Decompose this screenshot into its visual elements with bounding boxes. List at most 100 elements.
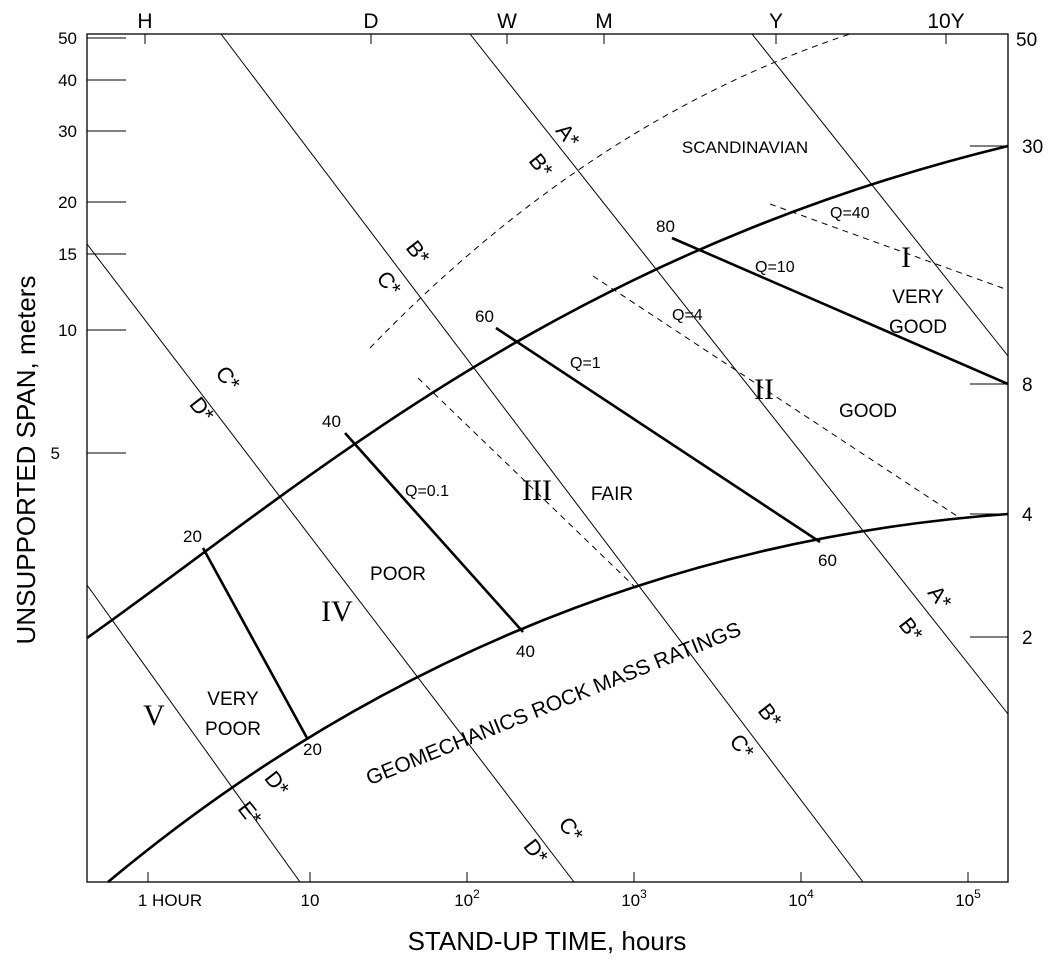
left-tick-label: 30 xyxy=(58,122,77,141)
top-axis-labels: H D W M Y 10Y xyxy=(137,10,964,33)
diagonal-label: C* xyxy=(725,729,760,764)
diagonal-line xyxy=(86,243,575,883)
diagonal-label: D* xyxy=(519,834,554,869)
scandinavian-label: SCANDINAVIAN xyxy=(682,138,808,157)
class-numeral: I xyxy=(901,241,911,274)
bottom-tick-base: 10 xyxy=(955,891,974,910)
diagonal-label: B* xyxy=(753,699,787,733)
right-tick-label: 4 xyxy=(1022,505,1033,526)
diagonal-label: C* xyxy=(554,812,589,847)
diagonal-line xyxy=(469,33,1009,715)
left-tick-label: 5 xyxy=(51,444,60,463)
diagonal-label: E* xyxy=(233,797,267,831)
diagonal-label: A* xyxy=(923,581,957,615)
top-tick-label: H xyxy=(137,10,152,33)
right-tick-label: 50 xyxy=(1016,30,1037,51)
lower-rmr-curve xyxy=(107,512,1009,883)
diagonal-label: B* xyxy=(524,149,558,183)
top-axis xyxy=(144,34,947,44)
bottom-tick-base: 10 xyxy=(621,891,640,910)
rmr-value-labels: 80 60 40 20 60 40 20 xyxy=(183,217,837,759)
dashed-boundary-line xyxy=(417,377,639,591)
rmr-value-label: 20 xyxy=(303,740,322,759)
left-tick-label: 40 xyxy=(58,71,77,90)
class-label: FAIR xyxy=(591,484,633,505)
left-tick-label: 15 xyxy=(58,245,77,264)
geomechanics-curve-label: GEOMECHANICS ROCK MASS RATINGS xyxy=(363,618,745,790)
diagonal-label: B* xyxy=(894,613,928,647)
right-tick-label: 2 xyxy=(1022,628,1033,649)
left-axis xyxy=(87,37,126,454)
q-value-label: Q=40 xyxy=(830,205,870,222)
right-axis-labels: 50 30 8 4 2 xyxy=(1016,30,1043,649)
q-value-label: Q=0.1 xyxy=(405,483,449,500)
diagonal-label: C* xyxy=(372,266,407,301)
class-numerals: I II III IV V xyxy=(143,241,911,732)
class-label: GOOD xyxy=(889,317,947,338)
top-tick-label: 10Y xyxy=(927,10,964,33)
bottom-tick-label: 105 xyxy=(955,887,981,910)
rmr-value-label: 40 xyxy=(322,412,341,431)
left-axis-labels: 50 40 30 20 15 10 5 xyxy=(51,29,77,463)
bottom-tick-exponent: 4 xyxy=(807,887,814,901)
left-tick-label: 20 xyxy=(58,193,77,212)
class-boundary-line xyxy=(671,236,1009,386)
diagonal-label: A* xyxy=(551,119,585,153)
dashed-lines xyxy=(369,33,1009,591)
bottom-tick-exponent: 3 xyxy=(640,887,647,901)
bottom-tick-base: 10 xyxy=(454,891,473,910)
bottom-tick-label: 1 HOUR xyxy=(138,891,202,910)
top-tick-label: W xyxy=(497,10,517,33)
bottom-axis xyxy=(147,872,969,882)
bottom-tick-label: 102 xyxy=(454,887,480,910)
dashed-boundary-line xyxy=(592,275,961,519)
dashed-boundary-line xyxy=(769,203,1009,291)
class-boundary-line xyxy=(201,547,309,739)
rmr-value-label: 60 xyxy=(475,307,494,326)
top-tick-label: D xyxy=(363,10,378,33)
diagonal-labels: A* B* B* C* C* D* A* B* B* C* C* D* D* E… xyxy=(185,119,958,870)
bottom-tick-label: 103 xyxy=(621,887,647,910)
class-label: POOR xyxy=(370,564,426,585)
q-value-label: Q=4 xyxy=(672,307,703,324)
class-numeral: IV xyxy=(321,595,353,628)
class-numeral: III xyxy=(522,474,552,507)
class-boundary-line xyxy=(344,432,524,633)
diagonal-lines xyxy=(86,33,1009,883)
diagonal-line xyxy=(86,584,301,883)
rmr-value-label: 40 xyxy=(516,642,535,661)
scandinavian-boundary-line xyxy=(369,33,851,349)
bottom-tick-exponent: 5 xyxy=(974,887,981,901)
right-tick-label: 30 xyxy=(1022,137,1043,158)
class-numeral: II xyxy=(754,373,774,406)
class-labels: VERY GOOD GOOD FAIR POOR VERY POOR xyxy=(205,287,947,740)
top-tick-label: M xyxy=(595,10,613,33)
bottom-tick-base: 10 xyxy=(788,891,807,910)
right-tick-label: 8 xyxy=(1022,375,1033,396)
left-tick-label: 10 xyxy=(58,321,77,340)
diagonal-line xyxy=(751,33,1009,357)
y-axis-title: UNSUPPORTED SPAN, meters xyxy=(11,276,41,645)
rmr-curves xyxy=(86,144,1009,883)
class-label: VERY xyxy=(892,287,944,308)
right-axis xyxy=(970,145,1008,638)
diagonal-label: D* xyxy=(185,392,220,427)
class-label: VERY xyxy=(207,689,259,710)
bottom-tick-exponent: 2 xyxy=(473,887,480,901)
class-numeral: V xyxy=(143,699,165,732)
class-boundary-line xyxy=(495,326,821,544)
class-label: GOOD xyxy=(839,401,897,422)
rmr-value-label: 80 xyxy=(656,217,675,236)
diagonal-line xyxy=(220,33,864,883)
diagonal-label: B* xyxy=(401,236,435,270)
x-axis-title: STAND-UP TIME, hours xyxy=(408,926,687,956)
q-value-label: Q=1 xyxy=(570,355,601,372)
upper-rmr-curve xyxy=(86,144,1009,640)
class-label: POOR xyxy=(205,719,261,740)
rmr-value-label: 60 xyxy=(818,551,837,570)
diagonal-label: D* xyxy=(260,766,295,801)
plot-frame xyxy=(86,33,1009,883)
rmr-value-label: 20 xyxy=(183,527,202,546)
q-value-labels: Q=40 Q=10 Q=4 Q=1 Q=0.1 xyxy=(405,205,870,500)
